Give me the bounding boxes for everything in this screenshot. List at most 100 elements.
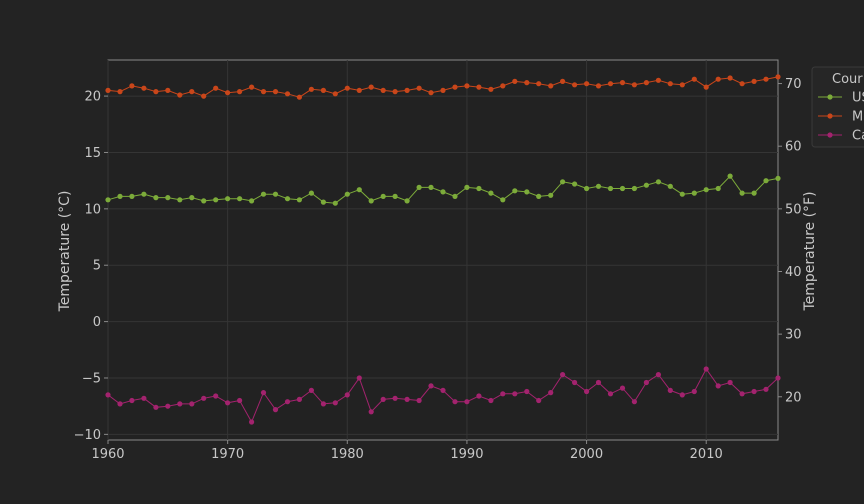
y-left-tick-label: 20 (84, 90, 101, 105)
data-point (368, 84, 374, 90)
data-point (667, 387, 673, 393)
data-point (548, 390, 554, 396)
data-point (727, 379, 733, 386)
y-right-tick-label: 50 (785, 202, 802, 217)
data-point (715, 383, 721, 389)
data-point (715, 76, 721, 82)
data-point (679, 392, 685, 398)
data-point (129, 193, 135, 199)
data-point (332, 91, 338, 97)
data-point (500, 197, 506, 203)
data-point (631, 82, 638, 88)
x-tick-label: 1990 (450, 447, 483, 462)
y-right-axis-title: Temperature (°F) (802, 191, 818, 311)
data-point (775, 175, 781, 181)
data-point (141, 85, 147, 91)
data-point (452, 399, 458, 405)
data-point (440, 189, 446, 195)
data-point (129, 397, 135, 404)
data-point (416, 184, 422, 190)
data-point (189, 401, 195, 407)
series-ca (105, 366, 781, 425)
data-point (452, 84, 458, 90)
data-point (416, 85, 422, 91)
data-point (727, 75, 733, 81)
data-point (548, 83, 554, 89)
legend-title: Cour (832, 72, 863, 87)
data-point (260, 191, 267, 197)
data-point (237, 397, 243, 404)
data-point (332, 400, 338, 406)
y-left-axis-ticks: −10 −5 0 5 10 15 20 (74, 90, 108, 443)
legend-marker (827, 94, 833, 100)
data-point (225, 400, 231, 406)
data-point (380, 396, 386, 402)
data-point (631, 399, 638, 405)
data-point (129, 83, 135, 89)
data-point (380, 193, 386, 199)
data-point (344, 191, 350, 197)
data-point (512, 391, 518, 397)
legend-label: US (852, 91, 864, 106)
data-point (476, 393, 482, 399)
data-point (679, 82, 685, 88)
data-point (249, 419, 255, 425)
data-point (560, 78, 566, 84)
data-point (751, 78, 757, 84)
data-point (739, 391, 745, 397)
data-point (165, 403, 171, 409)
data-point (727, 173, 733, 179)
data-point (655, 179, 662, 185)
x-tick-label: 2010 (690, 447, 723, 462)
data-point (284, 91, 291, 97)
data-point (368, 198, 374, 204)
data-point (308, 190, 314, 196)
data-point (177, 197, 183, 203)
data-point (560, 179, 566, 185)
data-point (356, 375, 362, 381)
data-point (117, 193, 123, 199)
data-point (308, 86, 314, 92)
y-left-tick-label: −5 (82, 371, 101, 386)
data-point (189, 195, 195, 201)
data-point (392, 89, 398, 95)
y-right-tick-label: 30 (785, 328, 802, 343)
data-point (177, 92, 183, 98)
data-point (296, 94, 302, 100)
data-point (595, 183, 602, 189)
data-point (237, 89, 243, 95)
y-right-tick-label: 20 (785, 390, 802, 405)
data-point (524, 189, 530, 195)
data-point (296, 197, 302, 203)
data-point (691, 76, 697, 82)
data-point (667, 183, 673, 189)
data-point (320, 401, 326, 407)
data-point (512, 78, 518, 84)
data-point (464, 399, 470, 405)
data-point (213, 197, 219, 203)
legend-label: Me (852, 110, 864, 125)
data-point (452, 193, 458, 199)
data-point (703, 84, 709, 90)
data-point (524, 80, 530, 86)
plot-area (107, 59, 779, 441)
data-point (703, 187, 709, 193)
data-point (584, 388, 590, 395)
y-left-tick-label: 5 (93, 259, 101, 274)
legend-item: Ca (818, 129, 864, 144)
legend-marker (827, 113, 833, 119)
data-point (284, 399, 291, 405)
data-point (595, 379, 602, 386)
data-point (428, 90, 434, 96)
data-point (296, 396, 302, 402)
data-point (488, 397, 494, 404)
data-point (105, 87, 111, 93)
data-point (751, 388, 757, 395)
data-point (165, 87, 171, 93)
data-point (619, 185, 626, 192)
data-point (763, 178, 769, 184)
y-left-tick-label: 10 (84, 202, 101, 217)
data-point (105, 197, 111, 203)
data-point (189, 89, 195, 95)
